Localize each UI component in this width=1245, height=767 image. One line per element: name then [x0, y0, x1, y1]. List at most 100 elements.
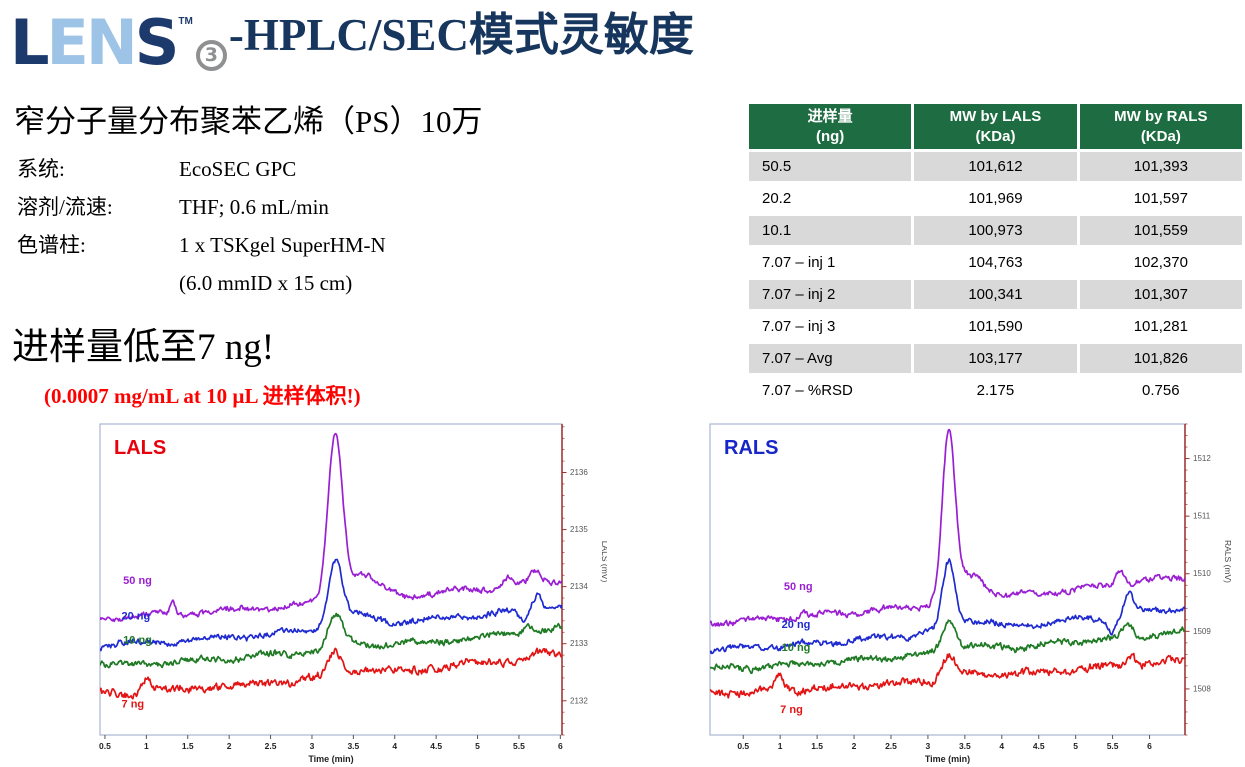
trace-10-ng: [100, 612, 562, 669]
spec-label: 色谱柱:: [17, 233, 86, 257]
x-axis-title: Time (min): [308, 754, 353, 764]
table-cell: 101,612: [914, 152, 1077, 181]
trace-label: 7 ng: [122, 699, 145, 711]
x-tick-label: 3: [926, 741, 931, 751]
spec-value: THF; 0.6 mL/min: [179, 195, 329, 219]
x-tick-label: 2: [852, 741, 857, 751]
x-tick-label: 5.5: [513, 741, 525, 751]
x-tick-label: 1: [144, 741, 149, 751]
table-cell: 101,393: [1079, 152, 1242, 181]
plot-border: [709, 423, 1186, 736]
x-tick-label: 0.5: [737, 741, 749, 751]
x-tick-label: 4.5: [1033, 741, 1045, 751]
x-tick-label: 3: [310, 741, 315, 751]
table-cell: 101,281: [1079, 312, 1242, 341]
table-cell: 0.756: [1079, 376, 1242, 405]
table-cell: 101,307: [1079, 280, 1242, 309]
table-cell: 50.5: [749, 152, 912, 181]
table-cell: 20.2: [749, 184, 912, 213]
table-cell: 7.07 – inj 3: [749, 312, 912, 341]
table-cell: 100,341: [914, 280, 1077, 309]
trace-label: 10 ng: [123, 635, 152, 647]
header-line: MW by RALS: [1114, 108, 1208, 125]
x-tick-label: 1.5: [811, 741, 823, 751]
trademark-mark: TM: [178, 16, 193, 27]
mw-results-table: 进样量 (ng) MW by LALS (KDa) MW by RALS (KD…: [746, 101, 1245, 408]
plot-border: [99, 423, 563, 736]
x-axis-title: Time (min): [925, 754, 970, 764]
x-tick-label: 6: [1147, 741, 1152, 751]
table-row: 50.5 101,612 101,393: [749, 152, 1242, 181]
chart-corner-label: LALS: [114, 437, 166, 459]
logo-3-badge: 3: [195, 40, 227, 71]
x-tick-label: 6: [558, 741, 563, 751]
header-line: MW by LALS: [949, 108, 1042, 125]
spec-list: 系统: EcoSEC GPC 溶剂/流速: THF; 0.6 mL/min 色谱…: [17, 150, 386, 302]
table-cell: 101,590: [914, 312, 1077, 341]
trace-label: 20 ng: [122, 611, 151, 623]
y-tick-label: 1511: [1193, 512, 1211, 521]
y-tick-label: 2134: [570, 582, 588, 591]
lals-chart: 2132 2133 2134 2135 2136 LALS (mV) 0.5 1 1.5 2 2.5…: [92, 416, 610, 767]
rals-chromatogram-svg: 1508 1509 1510 1511 1512 RALS (mV) 0.5 1 1.5 2 2.5…: [709, 423, 1233, 764]
spec-value: EcoSEC GPC: [179, 157, 297, 181]
trace-50-ng: [100, 432, 562, 623]
x-tick-label: 0.5: [99, 741, 111, 751]
mw-table-body: 50.5 101,612 101,393 20.2 101,969 101,597 10.1…: [749, 152, 1242, 405]
y-tick-label: 1509: [1193, 627, 1211, 636]
injection-highlight: 进样量低至7 ng!: [12, 327, 275, 368]
trace-50-ng: [710, 428, 1185, 627]
table-cell: 101,597: [1079, 184, 1242, 213]
x-tick-label: 1.5: [182, 741, 194, 751]
lals-chromatogram-svg: 2132 2133 2134 2135 2136 LALS (mV) 0.5 1 1.5 2 2.5…: [99, 423, 610, 764]
y-axis-title: RALS (mV): [1223, 540, 1233, 583]
logo-letter-n: N: [85, 6, 138, 79]
table-cell: 103,177: [914, 344, 1077, 373]
table-cell: 101,826: [1079, 344, 1242, 373]
mw-table-head: 进样量 (ng) MW by LALS (KDa) MW by RALS (KD…: [749, 104, 1242, 149]
trace-label: 10 ng: [782, 642, 811, 654]
spec-row-system: 系统: EcoSEC GPC: [17, 150, 386, 188]
table-row: 7.07 – inj 3 101,590 101,281: [749, 312, 1242, 341]
x-tick-label: 5.5: [1107, 741, 1119, 751]
sample-title: 窄分子量分布聚苯乙烯（PS）10万: [14, 104, 483, 139]
x-tick-label: 4: [392, 741, 397, 751]
rals-chart: 1508 1509 1510 1511 1512 RALS (mV) 0.5 1 1.5 2 2.5…: [698, 416, 1240, 767]
y-tick-label: 2133: [570, 639, 588, 648]
table-cell: 104,763: [914, 248, 1077, 277]
trace-7-ng: [100, 647, 562, 700]
x-tick-label: 3.5: [959, 741, 971, 751]
trace-20-ng: [100, 558, 562, 652]
header-line: (KDa): [1140, 127, 1181, 145]
table-header-row: 进样量 (ng) MW by LALS (KDa) MW by RALS (KD…: [749, 104, 1242, 149]
table-cell: 100,973: [914, 216, 1077, 245]
table-row: 10.1 100,973 101,559: [749, 216, 1242, 245]
table-row: 20.2 101,969 101,597: [749, 184, 1242, 213]
y-tick-label: 1512: [1193, 454, 1211, 463]
trace-label: 50 ng: [123, 575, 152, 587]
header-line: (ng): [815, 127, 845, 145]
table-row: 7.07 – inj 2 100,341 101,307: [749, 280, 1242, 309]
x-tick-label: 5: [475, 741, 480, 751]
trace-label: 50 ng: [784, 581, 813, 593]
x-tick-label: 4: [999, 741, 1004, 751]
table-cell: 10.1: [749, 216, 912, 245]
table-cell: 102,370: [1079, 248, 1242, 277]
page-title: -HPLC/SEC模式灵敏度: [228, 10, 694, 60]
x-tick-label: 1: [778, 741, 783, 751]
trace-7-ng: [710, 652, 1185, 699]
x-tick-label: 2.5: [885, 741, 897, 751]
logo-letter-s: S: [134, 6, 180, 79]
table-cell: 101,559: [1079, 216, 1242, 245]
header-cell-rals: MW by RALS (KDa): [1079, 104, 1242, 149]
table-cell: 101,969: [914, 184, 1077, 213]
x-tick-label: 2.5: [265, 741, 277, 751]
trace-10-ng: [710, 619, 1185, 675]
trace-label: 20 ng: [782, 619, 811, 631]
header-cell-amount: 进样量 (ng): [749, 104, 912, 149]
spec-value: 1 x TSKgel SuperHM-N: [179, 233, 386, 257]
header-line: 进样量: [807, 108, 853, 125]
table-row: 7.07 – %RSD 2.175 0.756: [749, 376, 1242, 405]
lens-logo: L E N S TM 3: [10, 6, 227, 79]
